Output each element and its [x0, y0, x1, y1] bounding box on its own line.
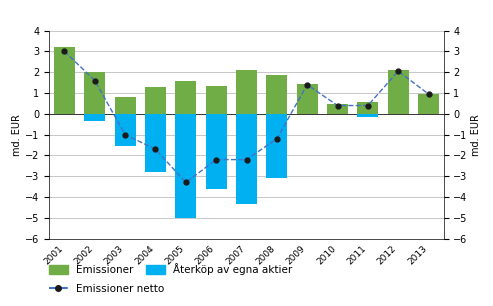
Legend: Emissioner netto: Emissioner netto — [45, 279, 168, 298]
Bar — [327, 104, 348, 114]
Bar — [145, 114, 166, 172]
Bar — [236, 70, 257, 114]
Bar — [357, 103, 379, 114]
Bar — [175, 80, 196, 114]
Legend: Emissioner, Återköp av egna aktier: Emissioner, Återköp av egna aktier — [45, 259, 296, 279]
Bar — [145, 87, 166, 114]
Bar — [266, 75, 287, 114]
Bar — [84, 114, 106, 121]
Bar — [84, 72, 106, 114]
Bar — [236, 114, 257, 204]
Bar — [54, 47, 75, 114]
Bar — [266, 114, 287, 178]
Bar — [175, 114, 196, 218]
Bar — [114, 97, 136, 114]
Bar — [206, 114, 227, 189]
Bar — [297, 84, 318, 114]
Bar — [206, 86, 227, 114]
Bar — [387, 70, 409, 114]
Bar — [357, 114, 379, 117]
Bar — [418, 94, 439, 114]
Y-axis label: md. EUR: md. EUR — [471, 114, 481, 155]
Y-axis label: md. EUR: md. EUR — [12, 114, 22, 155]
Bar — [114, 114, 136, 146]
